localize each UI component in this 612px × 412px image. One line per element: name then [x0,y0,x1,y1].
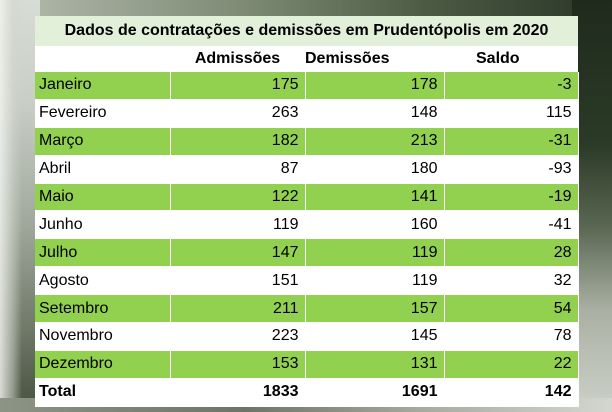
saldo-cell: -19 [444,183,579,212]
total-label: Total [35,378,171,407]
admissoes-cell: 87 [170,155,306,184]
admissoes-cell: 175 [170,72,306,100]
month-cell: Julho [35,238,171,268]
saldo-cell: 54 [444,294,579,324]
demissoes-cell: 213 [305,127,445,156]
table-row: Fevereiro 263 148 115 [35,99,579,128]
data-table-panel: Dados de contratações e demissões em Pru… [35,16,579,407]
demissoes-cell: 157 [305,294,445,324]
table-row: Dezembro 153 131 22 [35,350,579,379]
month-cell: Agosto [35,266,171,296]
total-demissoes: 1691 [305,378,445,407]
demissoes-cell: 178 [305,72,445,100]
table-row: Junho 119 160 -41 [35,210,579,240]
table-row: Maio 122 141 -19 [35,183,579,212]
month-cell: Janeiro [35,72,171,100]
hiring-table: Admissões Demissões Saldo Janeiro 175 178-… [35,46,579,407]
saldo-cell: 115 [444,99,579,128]
header-month [35,46,170,72]
month-cell: Abril [35,155,171,184]
month-cell: Fevereiro [35,99,171,128]
demissoes-cell: 131 [305,350,445,379]
month-cell: Setembro [35,294,171,324]
table-title: Dados de contratações e demissões em Pru… [35,16,578,46]
table-row: Março 182 213 -31 [35,127,579,156]
saldo-cell: -93 [444,155,579,184]
total-saldo: 142 [444,378,579,407]
header-demissoes: Demissões [305,46,444,72]
admissoes-cell: 182 [170,127,306,156]
demissoes-cell: 141 [305,183,445,212]
demissoes-cell: 145 [305,322,445,351]
demissoes-cell: 119 [305,266,445,296]
table-body: Janeiro 175 178 -3 Fevereiro 263 148 115 Março 18… [35,72,579,379]
saldo-cell: -3 [444,72,579,100]
total-row: Total 1833 1691 142 [35,378,579,407]
saldo-cell: 78 [444,322,579,351]
table-row: Julho 147 119 28 [35,238,579,268]
saldo-cell: 28 [444,238,579,268]
month-cell: Dezembro [35,350,171,379]
saldo-cell: 22 [444,350,579,379]
month-cell: Maio [35,183,171,212]
table-row: Agosto 151 119 32 [35,266,579,296]
table-row: Janeiro 175 178 -3 [35,72,579,100]
background-foliage-right [572,0,612,412]
month-cell: Março [35,127,171,156]
background-water-stream [0,0,22,412]
demissoes-cell: 180 [305,155,445,184]
saldo-cell: -41 [444,210,579,240]
demissoes-cell: 160 [305,210,445,240]
demissoes-cell: 119 [305,238,445,268]
saldo-cell: -31 [444,127,579,156]
background-foliage-top [0,0,612,16]
admissoes-cell: 263 [170,99,306,128]
month-cell: Novembro [35,322,171,351]
table-row: Abril 87 180 -93 [35,155,579,184]
saldo-cell: 32 [444,266,579,296]
demissoes-cell: 148 [305,99,445,128]
header-admissoes: Admissões [170,46,305,72]
total-admissoes: 1833 [170,378,306,407]
table-row: Setembro 211 157 54 [35,294,579,324]
admissoes-cell: 119 [170,210,306,240]
admissoes-cell: 147 [170,238,306,268]
header-row: Admissões Demissões Saldo [35,46,578,72]
admissoes-cell: 153 [170,350,306,379]
admissoes-cell: 211 [170,294,306,324]
table-row: Novembro 223 145 78 [35,322,579,351]
admissoes-cell: 122 [170,183,306,212]
admissoes-cell: 151 [170,266,306,296]
header-saldo: Saldo [444,46,578,72]
admissoes-cell: 223 [170,322,306,351]
month-cell: Junho [35,210,171,240]
